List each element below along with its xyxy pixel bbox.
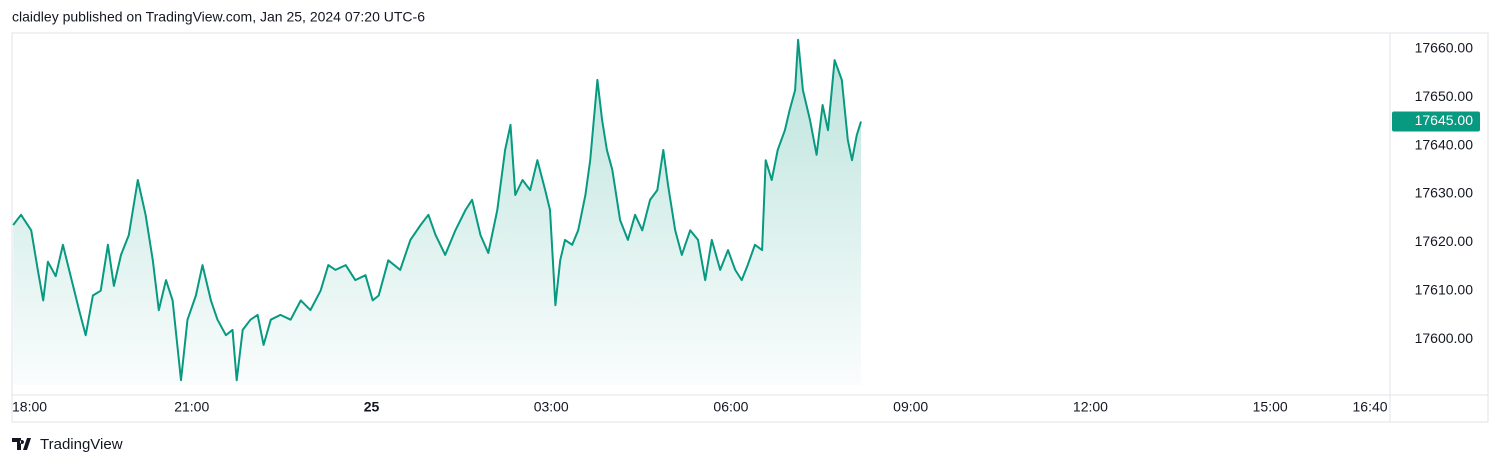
x-tick-label: 12:00: [1073, 399, 1108, 415]
x-tick-label: 03:00: [534, 399, 569, 415]
x-tick-label: 25: [364, 399, 380, 415]
y-tick-label: 17630.00: [1415, 185, 1474, 201]
x-tick-label: 18:00: [12, 399, 47, 415]
y-tick-label: 17620.00: [1415, 233, 1474, 249]
last-price-label: 17645.00: [1415, 112, 1474, 128]
x-tick-label: 21:00: [174, 399, 209, 415]
y-tick-label: 17610.00: [1415, 281, 1474, 297]
x-tick-label: 16:40: [1353, 399, 1388, 415]
price-line: [12, 38, 862, 382]
y-tick-label: 17660.00: [1415, 40, 1474, 56]
y-tick-label: 17650.00: [1415, 88, 1474, 104]
y-tick-label: 17640.00: [1415, 136, 1474, 152]
x-tick-label: 06:00: [713, 399, 748, 415]
area-fill: [13, 39, 861, 386]
footer-brand: TradingView: [40, 436, 123, 453]
chart-frame: [11, 32, 1489, 423]
x-tick-label: 15:00: [1253, 399, 1288, 415]
logo: [12, 438, 31, 450]
header: claidley published on TradingView.com, J…: [12, 9, 425, 25]
x-tick-label: 09:00: [893, 399, 928, 415]
y-tick-label: 17600.00: [1415, 330, 1474, 346]
last-price-box: [1392, 111, 1480, 132]
